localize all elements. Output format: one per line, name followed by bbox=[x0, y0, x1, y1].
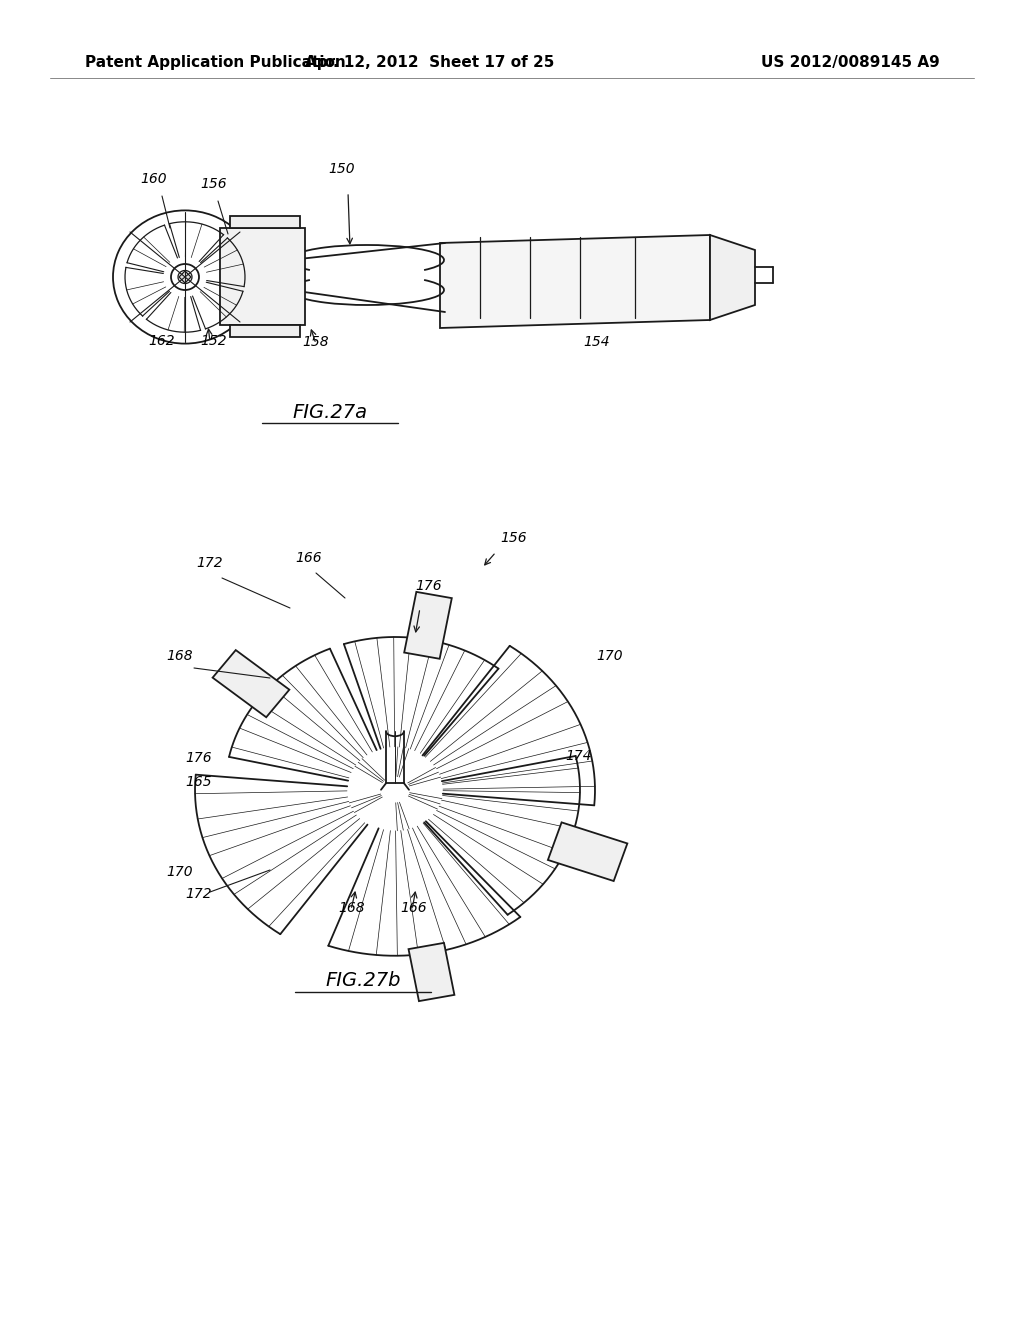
Text: 156: 156 bbox=[500, 531, 526, 545]
Text: 152: 152 bbox=[200, 334, 226, 348]
Polygon shape bbox=[409, 942, 455, 1001]
Text: 172: 172 bbox=[185, 887, 212, 902]
Text: 172: 172 bbox=[196, 556, 222, 570]
Polygon shape bbox=[230, 216, 300, 228]
Polygon shape bbox=[548, 822, 628, 880]
Text: 174: 174 bbox=[565, 748, 592, 763]
Text: 168: 168 bbox=[166, 649, 193, 663]
Text: Patent Application Publication: Patent Application Publication bbox=[85, 54, 346, 70]
Text: 162: 162 bbox=[148, 334, 175, 348]
Text: 176: 176 bbox=[185, 751, 212, 766]
Text: FIG.27a: FIG.27a bbox=[293, 403, 368, 421]
Text: 156: 156 bbox=[200, 177, 226, 191]
Text: 176: 176 bbox=[415, 579, 441, 593]
Text: 168: 168 bbox=[338, 902, 365, 915]
Text: FIG.27b: FIG.27b bbox=[326, 970, 400, 990]
Text: 160: 160 bbox=[140, 172, 167, 186]
Text: 154: 154 bbox=[583, 335, 609, 348]
Text: 166: 166 bbox=[295, 550, 322, 565]
Text: 165: 165 bbox=[185, 775, 212, 789]
Polygon shape bbox=[230, 325, 300, 337]
Polygon shape bbox=[710, 235, 755, 319]
Text: 166: 166 bbox=[400, 902, 427, 915]
Text: 170: 170 bbox=[596, 649, 623, 663]
Polygon shape bbox=[213, 649, 290, 717]
Polygon shape bbox=[220, 228, 305, 325]
Text: 170: 170 bbox=[166, 865, 193, 879]
Text: US 2012/0089145 A9: US 2012/0089145 A9 bbox=[761, 54, 940, 70]
Text: Apr. 12, 2012  Sheet 17 of 25: Apr. 12, 2012 Sheet 17 of 25 bbox=[305, 54, 555, 70]
Polygon shape bbox=[179, 271, 191, 282]
Polygon shape bbox=[440, 235, 710, 327]
Text: 158: 158 bbox=[302, 335, 329, 348]
Polygon shape bbox=[404, 591, 452, 659]
Text: 150: 150 bbox=[328, 162, 354, 176]
